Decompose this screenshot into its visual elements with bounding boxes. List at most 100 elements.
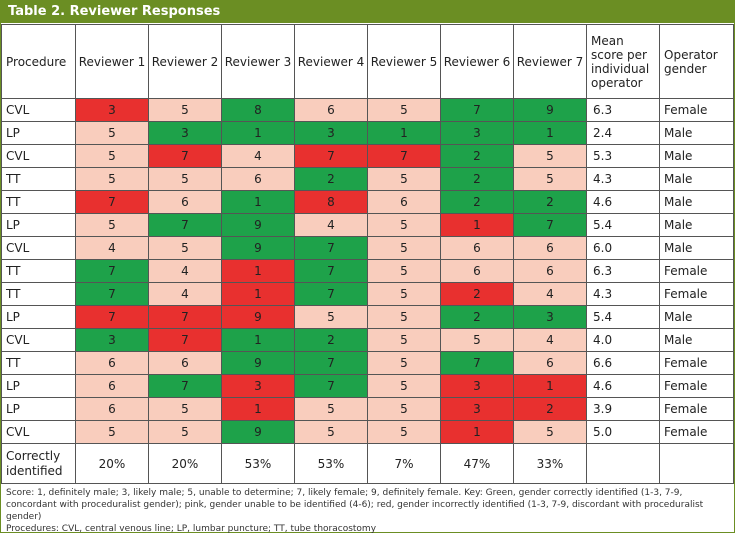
mean-score-cell: 4.3 (586, 282, 660, 306)
header-procedure: Procedure (1, 24, 76, 99)
score-cell: 6 (513, 236, 587, 260)
gender-cell: Male (659, 305, 734, 329)
gender-cell: Male (659, 213, 734, 237)
score-cell: 5 (367, 282, 441, 306)
score-cell: 7 (294, 351, 368, 375)
score-cell: 1 (221, 282, 295, 306)
score-cell: 5 (367, 328, 441, 352)
score-cell: 3 (294, 121, 368, 145)
score-cell: 1 (513, 121, 587, 145)
footer-percent: 20% (148, 443, 222, 484)
score-cell: 9 (221, 236, 295, 260)
gender-cell: Male (659, 167, 734, 191)
score-cell: 5 (294, 420, 368, 444)
score-cell: 2 (440, 167, 514, 191)
score-cell: 5 (367, 305, 441, 329)
header-reviewer-1: Reviewer 1 (75, 24, 149, 99)
footer-percent: 33% (513, 443, 587, 484)
gender-cell: Female (659, 374, 734, 398)
score-cell: 6 (367, 190, 441, 214)
score-cell: 1 (221, 328, 295, 352)
gender-cell: Female (659, 397, 734, 421)
table-row: TT 5 5 6 2 5 2 5 4.3 Male (1, 167, 734, 191)
header-operator-gender: Operator gender (659, 24, 734, 99)
header-reviewer-2: Reviewer 2 (148, 24, 222, 99)
score-cell: 4 (294, 213, 368, 237)
gender-cell: Male (659, 190, 734, 214)
table-row: CVL 5 7 4 7 7 2 5 5.3 Male (1, 144, 734, 168)
score-cell: 7 (294, 259, 368, 283)
mean-score-cell: 6.6 (586, 351, 660, 375)
score-cell: 4 (221, 144, 295, 168)
procedure-cell: LP (1, 397, 76, 421)
score-cell: 5 (75, 167, 149, 191)
score-cell: 3 (75, 328, 149, 352)
score-cell: 7 (294, 282, 368, 306)
score-cell: 1 (221, 121, 295, 145)
score-cell: 9 (513, 98, 587, 122)
table-body: CVL 3 5 8 6 5 7 9 6.3 Female LP 5 3 1 3 1 3 1 2.4 Male CVL 5 7… (1, 98, 734, 444)
score-cell: 4 (148, 259, 222, 283)
footer-percent: 53% (294, 443, 368, 484)
score-cell: 5 (367, 259, 441, 283)
score-cell: 5 (294, 397, 368, 421)
score-cell: 7 (75, 282, 149, 306)
procedure-cell: LP (1, 121, 76, 145)
score-cell: 7 (148, 374, 222, 398)
procedure-cell: CVL (1, 420, 76, 444)
score-cell: 5 (148, 420, 222, 444)
score-cell: 2 (513, 190, 587, 214)
footer-label-line1: Correctly (6, 448, 61, 463)
score-cell: 3 (440, 121, 514, 145)
score-cell: 6 (75, 374, 149, 398)
score-cell: 6 (294, 98, 368, 122)
footnote-procedures: Procedures: CVL, central venous line; LP… (6, 524, 377, 534)
score-cell: 5 (367, 351, 441, 375)
score-cell: 3 (440, 374, 514, 398)
score-cell: 5 (440, 328, 514, 352)
score-cell: 1 (440, 213, 514, 237)
score-cell: 2 (513, 397, 587, 421)
score-cell: 3 (221, 374, 295, 398)
score-cell: 7 (294, 236, 368, 260)
gender-cell: Female (659, 351, 734, 375)
procedure-cell: CVL (1, 328, 76, 352)
table-row: LP 6 7 3 7 5 3 1 4.6 Female (1, 374, 734, 398)
score-cell: 5 (513, 420, 587, 444)
score-cell: 5 (75, 144, 149, 168)
score-cell: 1 (440, 420, 514, 444)
score-cell: 4 (513, 282, 587, 306)
mean-score-cell: 5.0 (586, 420, 660, 444)
footer-percent: 20% (75, 443, 149, 484)
score-cell: 2 (440, 144, 514, 168)
score-cell: 5 (367, 98, 441, 122)
mean-score-cell: 4.0 (586, 328, 660, 352)
score-cell: 3 (440, 397, 514, 421)
gender-cell: Female (659, 259, 734, 283)
mean-score-cell: 4.6 (586, 190, 660, 214)
footer-percent: 53% (221, 443, 295, 484)
score-cell: 1 (221, 397, 295, 421)
table-row: LP 7 7 9 5 5 2 3 5.4 Male (1, 305, 734, 329)
score-cell: 2 (440, 305, 514, 329)
score-cell: 5 (367, 213, 441, 237)
score-cell: 3 (75, 98, 149, 122)
score-cell: 5 (148, 397, 222, 421)
mean-score-cell: 4.3 (586, 167, 660, 191)
score-cell: 5 (75, 213, 149, 237)
table-row: CVL 3 5 8 6 5 7 9 6.3 Female (1, 98, 734, 122)
table-footnotes: Score: 1, definitely male; 3, likely mal… (6, 487, 728, 535)
score-cell: 2 (294, 328, 368, 352)
score-cell: 7 (148, 328, 222, 352)
header-mean-score: Mean score per individual operator (586, 24, 660, 99)
procedure-cell: LP (1, 305, 76, 329)
score-cell: 5 (148, 98, 222, 122)
table-row: CVL 4 5 9 7 5 6 6 6.0 Male (1, 236, 734, 260)
score-cell: 7 (75, 305, 149, 329)
mean-score-cell: 6.3 (586, 259, 660, 283)
score-cell: 5 (367, 420, 441, 444)
footer-empty-cell (659, 443, 734, 484)
mean-score-cell: 5.3 (586, 144, 660, 168)
score-cell: 7 (440, 98, 514, 122)
score-cell: 2 (294, 167, 368, 191)
